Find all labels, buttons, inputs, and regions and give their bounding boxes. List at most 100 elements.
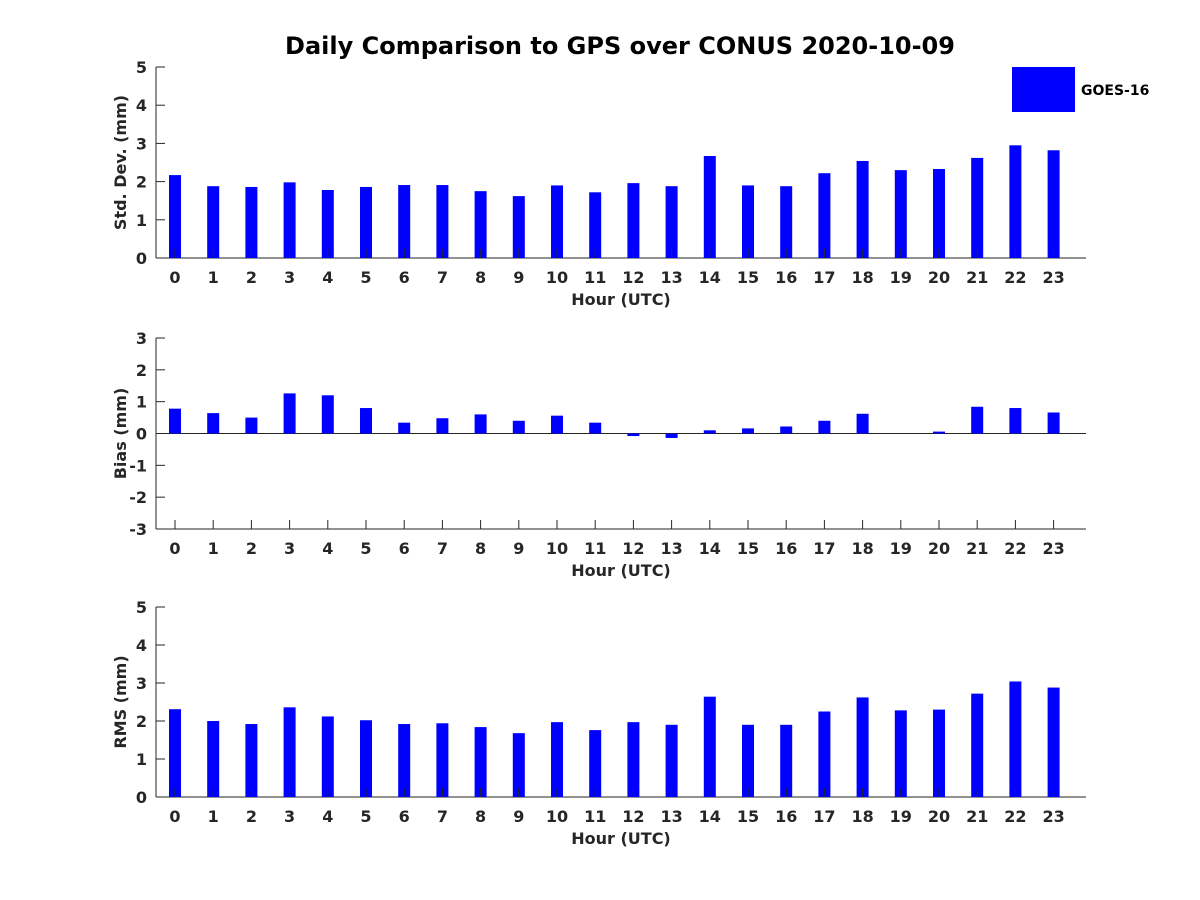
bar-hour-22 bbox=[1009, 681, 1022, 797]
bar-hour-5 bbox=[360, 720, 372, 797]
x-tick-label: 18 bbox=[851, 807, 873, 826]
x-tick-label: 23 bbox=[1042, 539, 1064, 558]
bar-hour-5 bbox=[360, 186, 372, 258]
y-tick-label: 4 bbox=[136, 96, 147, 115]
x-tick-label: 9 bbox=[513, 539, 524, 558]
x-tick-label: 3 bbox=[284, 807, 295, 826]
x-tick-label: 16 bbox=[775, 539, 797, 558]
bar-hour-21 bbox=[971, 693, 984, 797]
x-tick-label: 22 bbox=[1004, 539, 1026, 558]
x-tick-label: 2 bbox=[246, 539, 257, 558]
x-tick-label: 3 bbox=[284, 268, 295, 287]
bar-hour-3 bbox=[283, 707, 296, 797]
x-tick-label: 7 bbox=[437, 539, 448, 558]
bar-hour-2 bbox=[245, 417, 258, 434]
y-axis-label: RMS (mm) bbox=[111, 655, 130, 748]
bar-hour-1 bbox=[207, 186, 220, 258]
bar-hour-14 bbox=[703, 430, 716, 434]
x-tick-label: 3 bbox=[284, 539, 295, 558]
y-tick-label: 4 bbox=[136, 636, 147, 655]
x-tick-label: 2 bbox=[246, 807, 257, 826]
bar-hour-10 bbox=[551, 185, 563, 258]
bar-hour-18 bbox=[856, 413, 869, 434]
x-tick-label: 4 bbox=[322, 268, 333, 287]
y-tick-label: -1 bbox=[129, 456, 147, 475]
y-tick-label: 1 bbox=[136, 211, 147, 230]
x-tick-label: 14 bbox=[699, 268, 721, 287]
y-tick-label: -2 bbox=[129, 488, 147, 507]
y-tick-label: -3 bbox=[129, 520, 147, 539]
x-tick-label: 15 bbox=[737, 268, 759, 287]
x-tick-label: 18 bbox=[851, 268, 873, 287]
bar-hour-0 bbox=[169, 175, 181, 258]
x-tick-label: 17 bbox=[813, 268, 835, 287]
x-tick-label: 19 bbox=[890, 268, 912, 287]
bar-hour-1 bbox=[207, 413, 220, 434]
x-tick-label: 0 bbox=[169, 539, 180, 558]
y-axis-label: Std. Dev. (mm) bbox=[111, 95, 130, 230]
x-tick-label: 4 bbox=[322, 539, 333, 558]
x-tick-label: 8 bbox=[475, 539, 486, 558]
bar-hour-2 bbox=[245, 186, 258, 258]
bar-hour-8 bbox=[474, 414, 487, 434]
bar-hour-8 bbox=[474, 727, 487, 797]
y-tick-label: 5 bbox=[136, 58, 147, 77]
bar-hour-18 bbox=[856, 697, 869, 797]
x-tick-label: 17 bbox=[813, 807, 835, 826]
x-tick-label: 5 bbox=[360, 539, 371, 558]
bar-hour-19 bbox=[894, 710, 907, 797]
x-tick-label: 8 bbox=[475, 807, 486, 826]
bar-hour-21 bbox=[971, 157, 984, 258]
x-tick-label: 0 bbox=[169, 807, 180, 826]
bar-hour-15 bbox=[742, 185, 754, 258]
bar-hour-16 bbox=[780, 426, 793, 434]
x-tick-label: 13 bbox=[660, 807, 682, 826]
bar-hour-15 bbox=[742, 724, 754, 797]
y-tick-label: 1 bbox=[136, 393, 147, 412]
x-tick-label: 19 bbox=[890, 807, 912, 826]
y-tick-label: 3 bbox=[136, 134, 147, 153]
x-tick-label: 0 bbox=[169, 268, 180, 287]
x-tick-label: 7 bbox=[437, 268, 448, 287]
x-tick-label: 5 bbox=[360, 268, 371, 287]
x-tick-label: 9 bbox=[513, 807, 524, 826]
bar-hour-4 bbox=[321, 716, 334, 797]
x-tick-label: 15 bbox=[737, 807, 759, 826]
bar-hour-7 bbox=[436, 185, 449, 258]
x-tick-label: 21 bbox=[966, 807, 988, 826]
x-tick-label: 16 bbox=[775, 268, 797, 287]
bar-hour-9 bbox=[512, 196, 525, 258]
y-tick-label: 3 bbox=[136, 329, 147, 348]
x-tick-label: 23 bbox=[1042, 268, 1064, 287]
x-tick-label: 8 bbox=[475, 268, 486, 287]
bar-hour-17 bbox=[818, 173, 831, 258]
y-tick-label: 2 bbox=[136, 361, 147, 380]
bar-hour-0 bbox=[169, 709, 181, 797]
bar-hour-1 bbox=[207, 721, 220, 797]
bar-hour-12 bbox=[627, 722, 640, 797]
x-tick-label: 14 bbox=[699, 539, 721, 558]
x-tick-label: 14 bbox=[699, 807, 721, 826]
y-tick-label: 5 bbox=[136, 598, 147, 617]
x-tick-label: 9 bbox=[513, 268, 524, 287]
x-tick-label: 6 bbox=[399, 268, 410, 287]
x-tick-label: 18 bbox=[851, 539, 873, 558]
bar-hour-16 bbox=[780, 724, 793, 797]
bar-hour-17 bbox=[818, 711, 831, 797]
bar-hour-11 bbox=[589, 422, 602, 434]
x-tick-label: 15 bbox=[737, 539, 759, 558]
x-tick-label: 22 bbox=[1004, 807, 1026, 826]
x-tick-label: 21 bbox=[966, 539, 988, 558]
x-tick-label: 20 bbox=[928, 807, 950, 826]
bar-hour-16 bbox=[780, 186, 793, 258]
bar-hour-2 bbox=[245, 724, 258, 797]
x-tick-label: 19 bbox=[890, 539, 912, 558]
bar-hour-13 bbox=[665, 724, 678, 797]
x-tick-label: 22 bbox=[1004, 268, 1026, 287]
bar-hour-23 bbox=[1047, 412, 1060, 434]
x-tick-label: 20 bbox=[928, 268, 950, 287]
y-tick-label: 2 bbox=[136, 712, 147, 731]
x-tick-label: 6 bbox=[399, 807, 410, 826]
